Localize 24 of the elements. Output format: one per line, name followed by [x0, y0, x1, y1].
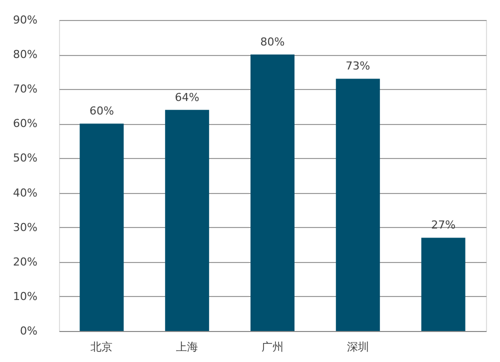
x-tick-label: 广州: [262, 340, 284, 354]
x-tick-label: 上海: [176, 340, 198, 354]
bar: [421, 238, 466, 331]
y-tick-label: 90%: [13, 14, 38, 26]
data-label: 27%: [431, 218, 456, 232]
data-label: 73%: [346, 60, 370, 73]
bar: [250, 54, 294, 331]
y-tick-label: 0%: [20, 324, 38, 338]
x-tick-label: 北京: [90, 340, 113, 354]
x-tick-label: 深圳: [346, 340, 369, 354]
y-tick-label: 80%: [13, 48, 38, 62]
y-tick-label: 40%: [13, 186, 38, 200]
bar: [336, 78, 380, 331]
bar: [165, 110, 210, 331]
data-label: 80%: [260, 36, 285, 49]
data-label: 60%: [89, 104, 114, 118]
y-tick-label: 30%: [13, 220, 38, 234]
y-tick-label: 70%: [13, 82, 38, 96]
data-label: 64%: [174, 90, 200, 104]
y-tick-label: 50%: [13, 152, 38, 165]
y-tick-label: 20%: [13, 255, 38, 268]
y-tick-label: 10%: [13, 290, 38, 303]
bar: [80, 124, 124, 331]
y-tick-label: 60%: [13, 117, 38, 130]
